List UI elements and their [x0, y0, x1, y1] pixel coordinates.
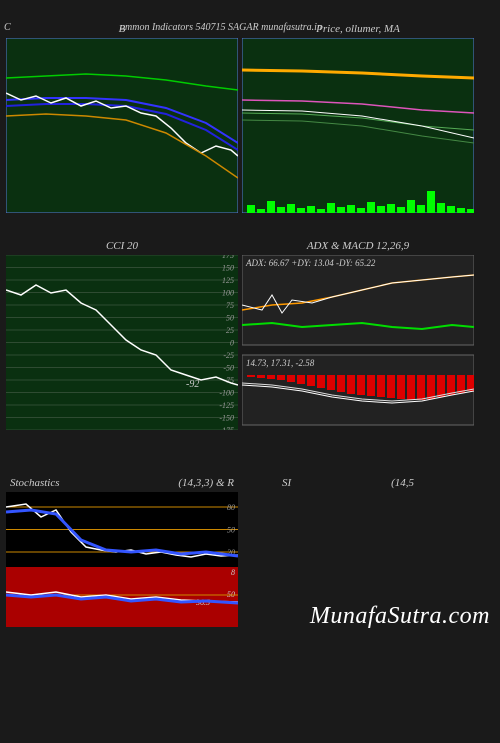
rsi-title-left: SI: [282, 474, 291, 492]
svg-text:125: 125: [222, 276, 234, 285]
watermark-text: MunafaSutra.com: [310, 603, 490, 630]
cci-title: CCI 20: [6, 237, 238, 255]
svg-text:-50: -50: [223, 364, 234, 373]
svg-text:175: 175: [222, 255, 234, 260]
rsi-title-right: (14,5: [391, 474, 414, 492]
price-ma-chart: Price, ollumer, MA: [242, 20, 474, 213]
svg-text:8: 8: [231, 568, 235, 577]
svg-text:-175: -175: [219, 426, 234, 430]
svg-text:75: 75: [226, 301, 234, 310]
svg-text:14.73, 17.31, -2.58: 14.73, 17.31, -2.58: [246, 358, 315, 368]
price-ma-title: Price, ollumer, MA: [242, 20, 474, 38]
svg-text:-150: -150: [219, 414, 234, 423]
svg-text:-92: -92: [186, 379, 199, 390]
svg-text:100: 100: [222, 289, 234, 298]
svg-text:50: 50: [227, 526, 235, 535]
svg-text:-25: -25: [223, 351, 234, 360]
svg-text:-125: -125: [219, 401, 234, 410]
svg-text:80: 80: [227, 503, 235, 512]
bollinger-chart: B: [6, 20, 238, 213]
stochastics-chart: Stochastics (14,3,3) & R 20508085036.5: [6, 474, 238, 627]
stoch-title-left: Stochastics: [10, 474, 60, 492]
svg-text:50: 50: [226, 314, 234, 323]
adx-macd-chart: ADX & MACD 12,26,9 ADX: 66.67 +DY: 13.04…: [242, 237, 474, 430]
bollinger-title: B: [6, 20, 238, 38]
adx-macd-title: ADX & MACD 12,26,9: [242, 237, 474, 255]
svg-text:ADX: 66.67 +DY: 13.04 -DY: 65: ADX: 66.67 +DY: 13.04 -DY: 65.22: [245, 258, 376, 268]
svg-text:0: 0: [230, 339, 234, 348]
stoch-title-right: (14,3,3) & R: [178, 474, 234, 492]
svg-text:150: 150: [222, 264, 234, 273]
svg-text:-100: -100: [219, 389, 234, 398]
svg-text:25: 25: [226, 326, 234, 335]
cci-chart: CCI 20 -175-150-125-100-75-50-2502550751…: [6, 237, 238, 430]
